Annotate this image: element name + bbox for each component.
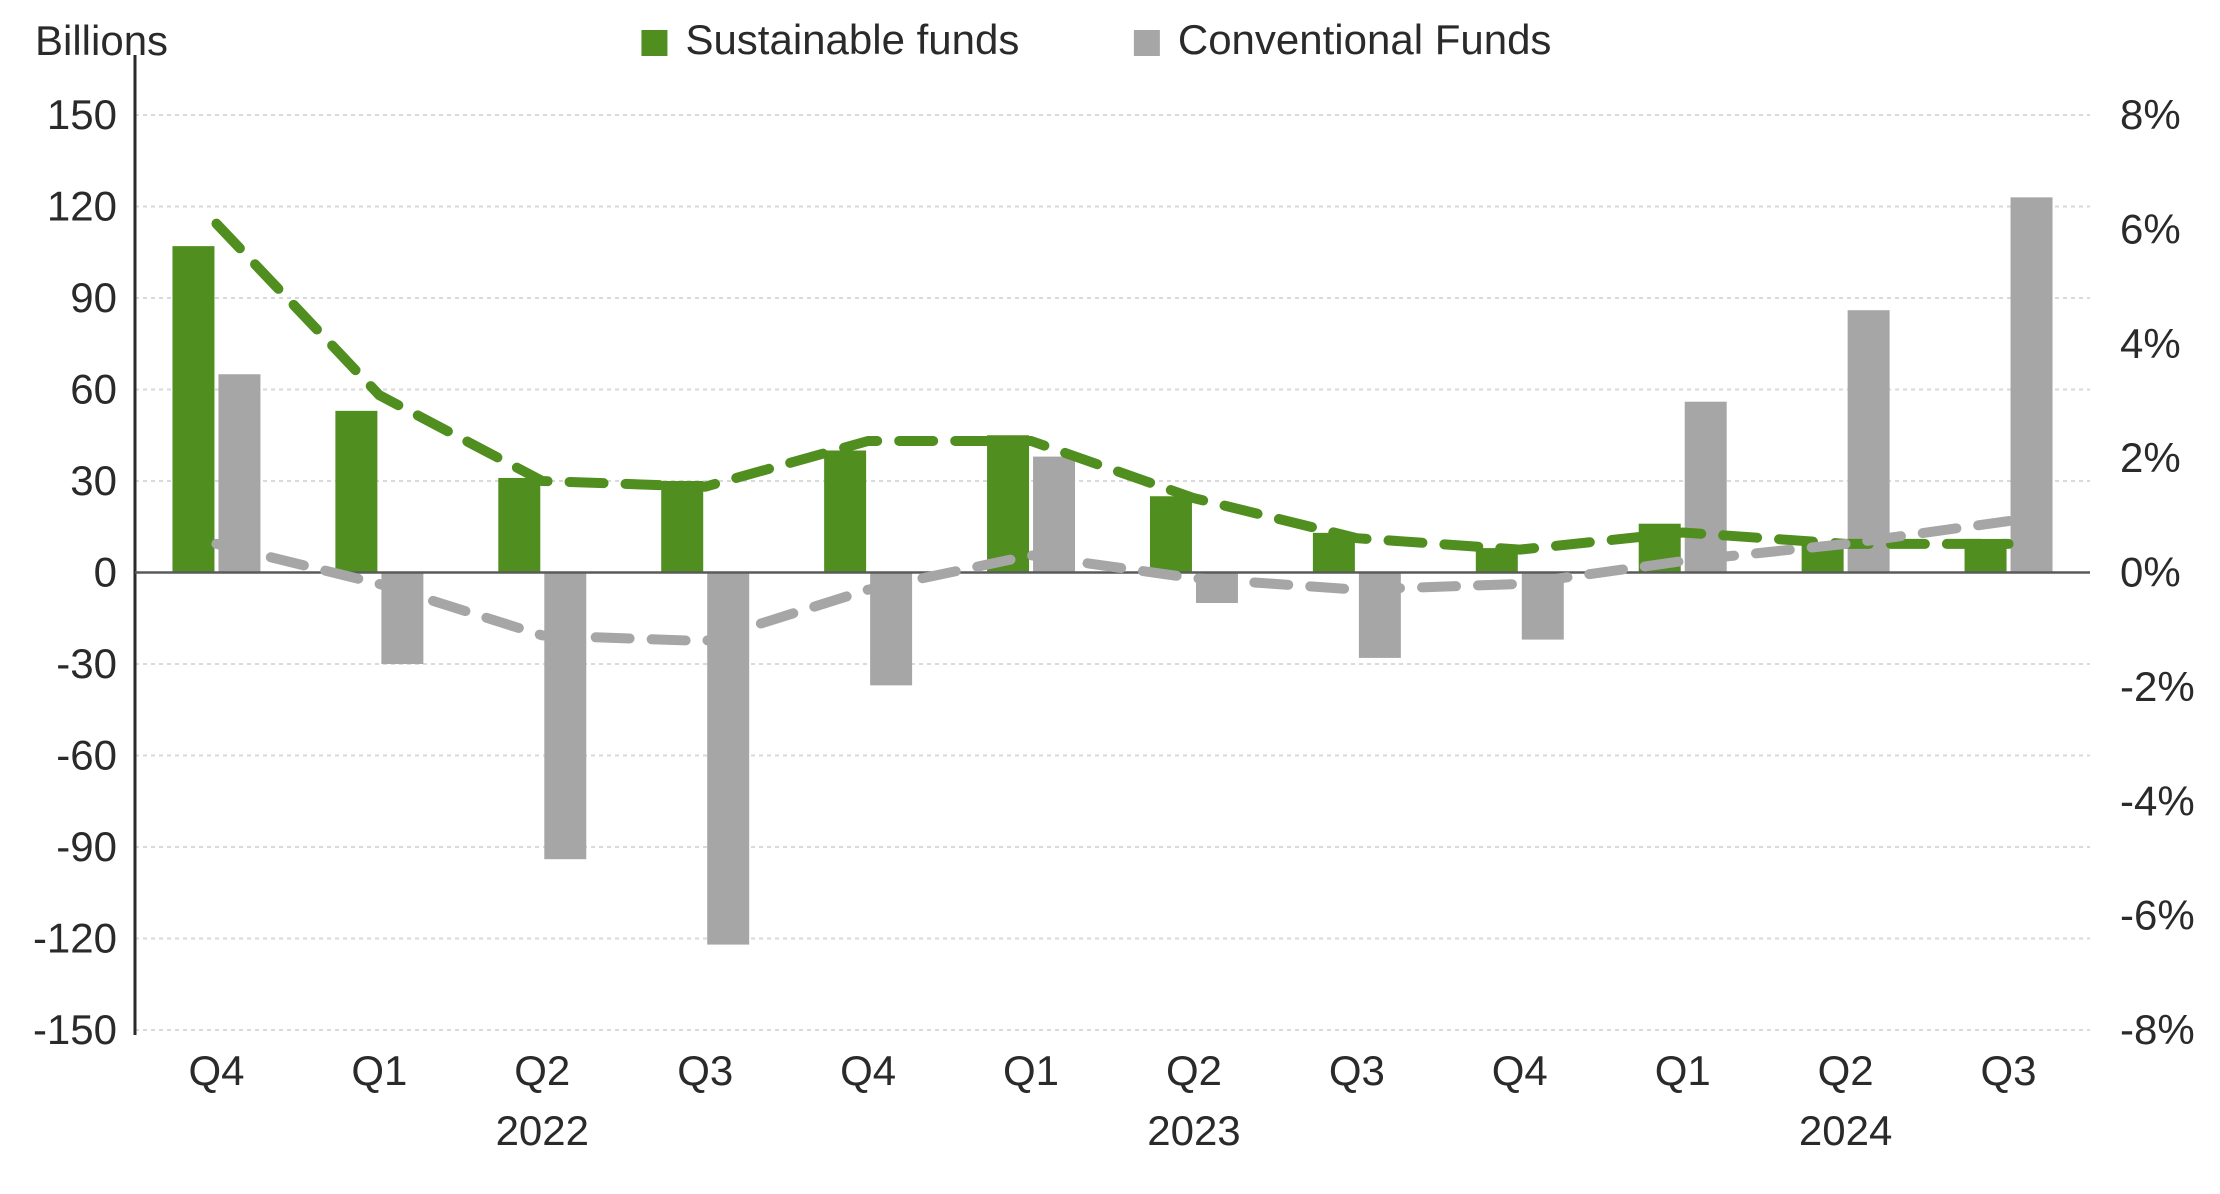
right-axis-tick-label: -2% <box>2120 663 2195 710</box>
x-axis-quarter-label: Q3 <box>677 1047 733 1094</box>
right-axis-tick-label: -6% <box>2120 892 2195 939</box>
left-axis-tick-label: 30 <box>70 457 117 504</box>
x-axis-quarter-label: Q1 <box>1003 1047 1059 1094</box>
x-axis-quarter-label: Q4 <box>840 1047 896 1094</box>
right-axis-tick-label: 0% <box>2120 549 2181 596</box>
x-axis-year-label: 2022 <box>496 1107 589 1154</box>
bar-sustainable <box>987 435 1029 572</box>
right-axis-tick-label: -8% <box>2120 1006 2195 1053</box>
x-axis-quarter-label: Q1 <box>351 1047 407 1094</box>
legend-label: Sustainable funds <box>685 16 1019 63</box>
bar-conventional <box>1848 310 1890 572</box>
x-axis-quarter-label: Q4 <box>188 1047 244 1094</box>
left-axis-tick-label: -60 <box>56 732 117 779</box>
left-axis-tick-label: 60 <box>70 366 117 413</box>
right-axis-tick-label: 6% <box>2120 205 2181 252</box>
legend-label: Conventional Funds <box>1178 16 1552 63</box>
left-axis-title: Billions <box>35 17 168 64</box>
x-axis-year-label: 2024 <box>1799 1107 1892 1154</box>
right-axis-tick-label: 8% <box>2120 91 2181 138</box>
x-axis-quarter-label: Q3 <box>1329 1047 1385 1094</box>
bar-sustainable <box>498 478 540 573</box>
x-axis-quarter-label: Q2 <box>1166 1047 1222 1094</box>
left-axis-tick-label: -30 <box>56 640 117 687</box>
legend-swatch <box>1134 30 1160 56</box>
left-axis-tick-label: -90 <box>56 823 117 870</box>
bar-conventional <box>1685 402 1727 573</box>
x-axis-quarter-label: Q2 <box>514 1047 570 1094</box>
left-axis-tick-label: 0 <box>94 549 117 596</box>
x-axis-year-label: 2023 <box>1147 1107 1240 1154</box>
bar-sustainable <box>824 451 866 573</box>
right-axis-tick-label: 2% <box>2120 434 2181 481</box>
left-axis-tick-label: 120 <box>47 183 117 230</box>
bar-sustainable <box>335 411 377 573</box>
x-axis-quarter-label: Q3 <box>1981 1047 2037 1094</box>
bar-sustainable <box>1150 496 1192 572</box>
right-axis-tick-label: -4% <box>2120 777 2195 824</box>
left-axis-tick-label: 150 <box>47 91 117 138</box>
left-axis-tick-label: -120 <box>33 915 117 962</box>
x-axis-quarter-label: Q1 <box>1655 1047 1711 1094</box>
bar-conventional <box>2011 197 2053 572</box>
left-axis-tick-label: -150 <box>33 1006 117 1053</box>
bar-sustainable <box>172 246 214 572</box>
bar-conventional <box>544 573 586 860</box>
x-axis-quarter-label: Q4 <box>1492 1047 1548 1094</box>
right-axis-tick-label: 4% <box>2120 320 2181 367</box>
legend-swatch <box>641 30 667 56</box>
bar-sustainable <box>661 481 703 573</box>
x-axis-quarter-label: Q2 <box>1818 1047 1874 1094</box>
left-axis-tick-label: 90 <box>70 274 117 321</box>
fund-flows-chart: Billions -150 -120 -90 -60 -30 0 30 60 90 120 150 -8… <box>0 0 2220 1194</box>
